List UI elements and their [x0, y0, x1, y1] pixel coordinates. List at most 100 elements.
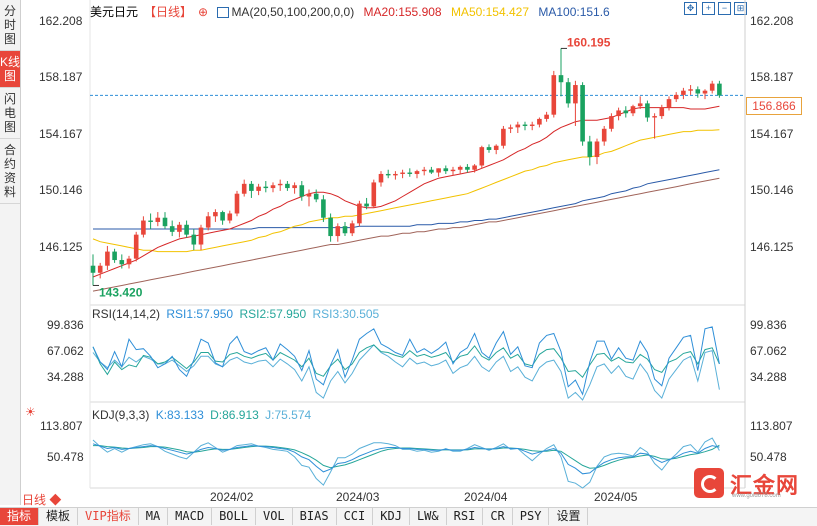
candle-body: [443, 168, 449, 172]
candle-body: [306, 193, 312, 197]
zoom-out-icon[interactable]: −: [718, 2, 731, 15]
candle-body: [119, 260, 125, 265]
candle: [580, 82, 585, 146]
candle-body: [436, 168, 441, 173]
candle-body: [630, 106, 636, 114]
candle-body: [241, 183, 247, 194]
zoom-in-icon[interactable]: +: [702, 2, 715, 15]
ma-parameters: MA(20,50,100,200,0,0): [231, 5, 355, 19]
low-label: 143.420: [99, 285, 143, 299]
candle: [659, 104, 665, 119]
candle: [263, 181, 269, 193]
fullscreen-icon[interactable]: ⊞: [734, 2, 747, 15]
candle: [695, 86, 701, 98]
candle: [371, 179, 377, 208]
price-axis-label: 146.125: [39, 240, 83, 254]
ma20-value: MA20:155.908: [363, 5, 442, 19]
tab-flash-chart[interactable]: 闪电图: [0, 88, 20, 139]
candle: [450, 166, 456, 176]
tab-settings[interactable]: 设置: [549, 508, 589, 525]
candle: [328, 213, 333, 242]
candle-body: [313, 193, 319, 200]
rsi-name: RSI(14,14,2): [92, 307, 161, 321]
candle-body: [673, 94, 679, 100]
period-select[interactable]: 日线 ◆: [22, 493, 62, 507]
candle-body: [198, 227, 204, 245]
rsi2-line: [92, 344, 720, 378]
tab-template[interactable]: 模板: [39, 508, 79, 525]
kdj-name: KDJ(9,3,3): [92, 408, 150, 422]
tab-kdj[interactable]: KDJ: [373, 508, 410, 525]
logo-mark-icon: [694, 468, 724, 498]
candle-body: [328, 217, 333, 237]
candle-body: [191, 234, 197, 245]
tab-contract-info[interactable]: 合约资料: [0, 139, 20, 204]
candle-body: [220, 212, 225, 221]
candle-body: [184, 224, 189, 235]
candle: [594, 138, 600, 165]
tab-kline-chart[interactable]: K线图: [0, 51, 20, 88]
tab-cr[interactable]: CR: [483, 508, 513, 525]
candle-body: [162, 217, 168, 227]
candle-body: [429, 169, 434, 173]
candle: [522, 121, 528, 131]
tab-vip-indicator[interactable]: VIP指标: [78, 508, 139, 525]
chart-canvas[interactable]: 160.195 143.420: [0, 0, 817, 489]
rsi-header: RSI(14,14,2) RSI1:57.950 RSI2:57.950 RSI…: [92, 307, 379, 321]
candle: [227, 210, 233, 224]
candle-body: [709, 83, 715, 91]
settings-gear-icon[interactable]: ⊕: [198, 5, 209, 19]
price-axis-label: 150.146: [39, 183, 83, 197]
candle: [105, 245, 110, 270]
price-axis-label: 154.167: [39, 127, 83, 141]
candle-body: [155, 217, 161, 222]
tab-lwr[interactable]: LW&: [410, 508, 447, 525]
candle: [133, 231, 139, 262]
candle-body: [609, 116, 614, 129]
candle-body: [400, 172, 405, 174]
candle-body: [421, 169, 427, 172]
candle: [299, 181, 305, 201]
tab-psy[interactable]: PSY: [513, 508, 550, 525]
kdj-sun-icon[interactable]: ☀: [25, 405, 36, 419]
candle-body: [407, 172, 413, 174]
tab-bias[interactable]: BIAS: [293, 508, 337, 525]
tab-vol[interactable]: VOL: [256, 508, 293, 525]
candle-body: [112, 251, 117, 261]
candle: [357, 200, 362, 227]
rsi1-value: RSI1:57.950: [166, 307, 234, 321]
candle: [666, 96, 672, 111]
ma-settings-icon[interactable]: [217, 7, 230, 19]
tab-cci[interactable]: CCI: [337, 508, 374, 525]
candle-body: [385, 173, 391, 176]
candle-body: [501, 128, 506, 146]
candle: [220, 210, 225, 225]
candle-body: [205, 216, 211, 228]
ma100-value: MA100:151.6: [538, 5, 610, 19]
candle-body: [277, 183, 283, 186]
period-label[interactable]: 【日线】: [144, 5, 193, 19]
candle: [652, 113, 657, 139]
candle: [508, 124, 513, 134]
tab-macd[interactable]: MACD: [168, 508, 213, 525]
candle-body: [565, 82, 571, 104]
candle-body: [623, 110, 629, 114]
move-icon[interactable]: ✥: [684, 2, 697, 15]
tab-rsi[interactable]: RSI: [447, 508, 484, 525]
candle-body: [169, 226, 175, 232]
candle-body: [263, 186, 269, 189]
kdj-axis-label-right: 113.807: [750, 419, 793, 433]
candle: [97, 262, 103, 279]
tab-ma[interactable]: MA: [139, 508, 169, 525]
candle: [335, 223, 341, 242]
rsi2-value: RSI2:57.950: [239, 307, 307, 321]
candle-body: [414, 171, 420, 174]
tab-boll[interactable]: BOLL: [212, 508, 256, 525]
tab-indicator[interactable]: 指标: [0, 508, 40, 525]
ma20-line: [92, 105, 720, 278]
date-label: 2024/04: [464, 490, 508, 504]
tab-time-chart[interactable]: 分时图: [0, 0, 20, 51]
rsi3-value: RSI3:30.505: [312, 307, 380, 321]
candle-body: [141, 220, 146, 235]
candle: [126, 255, 132, 269]
